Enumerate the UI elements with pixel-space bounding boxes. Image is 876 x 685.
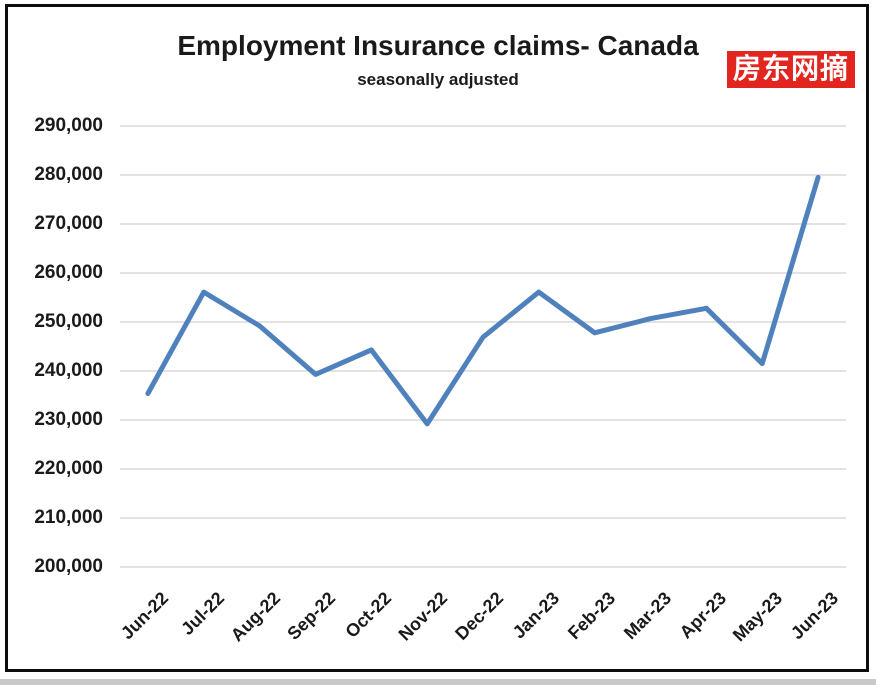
y-axis-tick-label: 240,000 bbox=[34, 360, 103, 381]
y-axis-tick-label: 260,000 bbox=[34, 262, 103, 283]
y-axis-tick-label: 280,000 bbox=[34, 164, 103, 185]
watermark-badge: 房东网摘 bbox=[727, 51, 856, 88]
y-axis-tick-label: 200,000 bbox=[34, 556, 103, 577]
y-axis-tick-label: 210,000 bbox=[34, 507, 103, 528]
y-axis-tick-label: 270,000 bbox=[34, 213, 103, 234]
chart-border-frame bbox=[5, 4, 869, 672]
chart-subtitle: seasonally adjusted bbox=[357, 70, 519, 89]
y-axis-tick-label: 230,000 bbox=[34, 409, 103, 430]
data-line-ei-claims bbox=[145, 174, 821, 427]
y-axis-tick-label: 220,000 bbox=[34, 458, 103, 479]
y-axis-tick-label: 250,000 bbox=[34, 311, 103, 332]
chart-title: Employment Insurance claims- Canada bbox=[177, 30, 699, 61]
y-axis-tick-label: 290,000 bbox=[34, 115, 103, 136]
screenshot-edge-strip bbox=[0, 679, 876, 685]
